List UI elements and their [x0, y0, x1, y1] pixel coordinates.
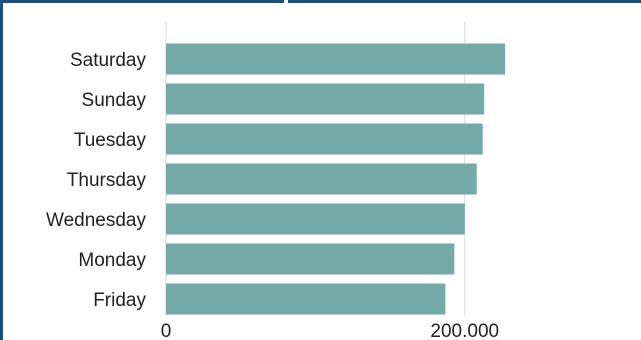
bar-saturday	[166, 43, 506, 75]
category-label-wednesday: Wednesday	[46, 210, 146, 231]
bar-layer	[166, 43, 506, 315]
category-label-saturday: Saturday	[70, 50, 147, 71]
category-label-sunday: Sunday	[82, 90, 147, 111]
category-label-friday: Friday	[93, 290, 146, 311]
x-tick-labels: 0 200.000	[161, 321, 499, 340]
bar-friday	[166, 283, 446, 315]
bar-wednesday	[166, 203, 465, 235]
x-tick-label-0: 0	[161, 321, 172, 340]
bar-thursday	[166, 163, 477, 195]
panel-frame-top	[0, 0, 641, 3]
bar-monday	[166, 243, 455, 275]
category-label-tuesday: Tuesday	[74, 130, 147, 151]
category-label-monday: Monday	[78, 250, 146, 271]
category-labels: Saturday Sunday Tuesday Thursday Wednesday Mo…	[46, 50, 146, 311]
x-tick-label-1: 200.000	[430, 321, 499, 340]
panel-frame-divider	[284, 0, 288, 3]
panel-frame-left	[0, 0, 3, 340]
category-label-thursday: Thursday	[67, 170, 147, 191]
bar-sunday	[166, 83, 485, 115]
bar-tuesday	[166, 123, 483, 155]
